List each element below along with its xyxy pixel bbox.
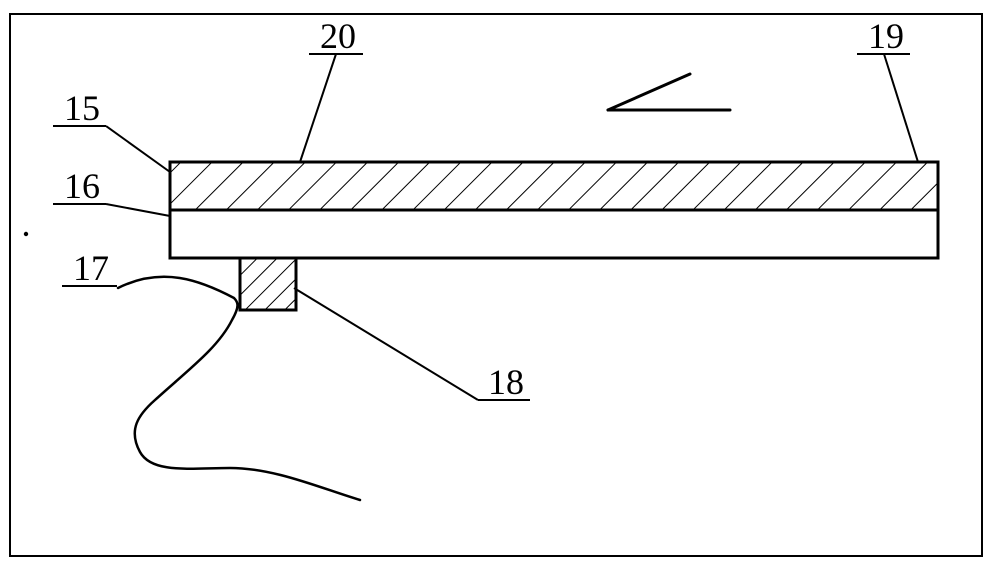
label-n18: 18 bbox=[488, 362, 524, 402]
label-n15: 15 bbox=[64, 88, 100, 128]
leader-n18 bbox=[294, 288, 478, 400]
direction-arrow-head bbox=[608, 74, 690, 110]
leader-n15 bbox=[106, 126, 170, 172]
label-n17: 17 bbox=[73, 248, 109, 288]
leader-n20 bbox=[300, 54, 336, 162]
label-n20: 20 bbox=[320, 16, 356, 56]
label-n19: 19 bbox=[868, 16, 904, 56]
leader-n19 bbox=[884, 54, 918, 162]
dot-artifact bbox=[24, 232, 28, 236]
leader-n16 bbox=[106, 204, 170, 216]
small-block bbox=[240, 258, 296, 310]
top-layer-bar bbox=[170, 162, 938, 210]
label-n16: 16 bbox=[64, 166, 100, 206]
outer-frame bbox=[10, 14, 982, 556]
bottom-layer-bar bbox=[170, 210, 938, 258]
